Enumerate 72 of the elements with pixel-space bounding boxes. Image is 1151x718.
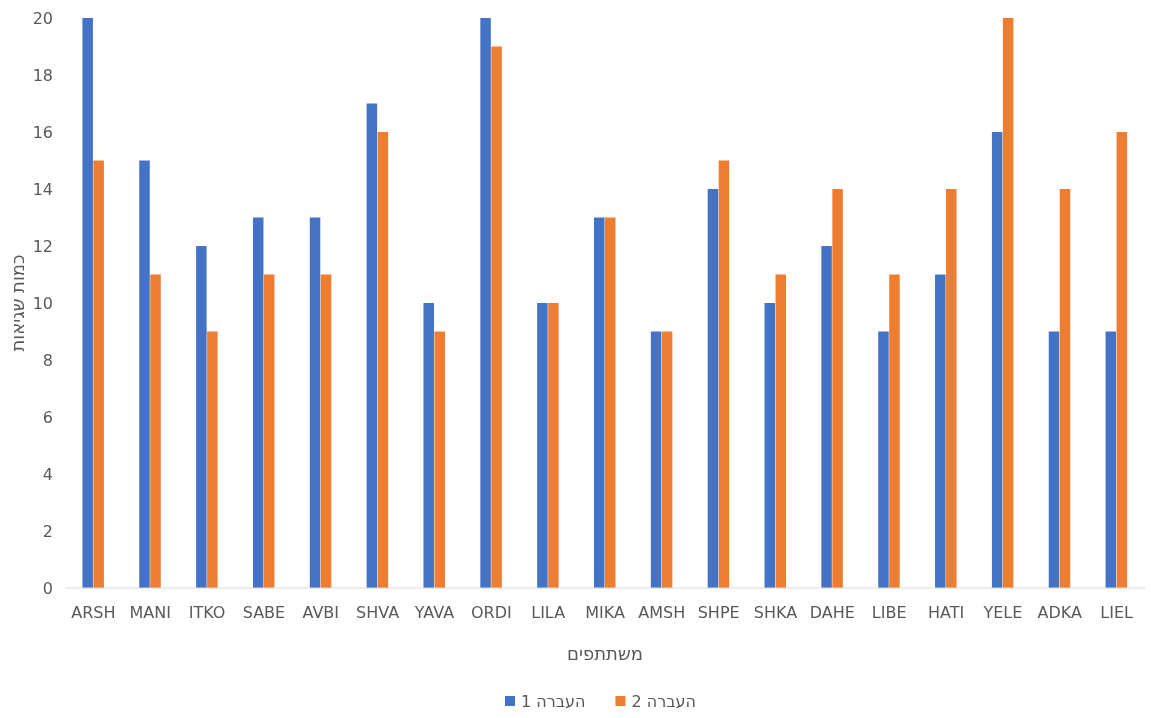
bar (491, 46, 502, 588)
bar (707, 189, 719, 588)
bar (309, 217, 321, 588)
bar (594, 217, 605, 588)
bar (1002, 18, 1014, 588)
bar (889, 274, 900, 588)
bar (537, 303, 548, 588)
bar (832, 189, 843, 588)
bar (423, 303, 434, 588)
x-tick-label: MANI (129, 603, 171, 622)
y-tick-label: 4 (42, 465, 53, 484)
bar (366, 103, 378, 588)
x-tick-label: YAVA (413, 603, 455, 622)
x-tick-label: AVBI (302, 603, 340, 622)
y-tick-label: 0 (42, 579, 53, 598)
legend-label: העברה 2 (631, 692, 696, 711)
x-tick-label: SHVA (356, 603, 400, 622)
legend-label: העברה 1 (521, 692, 586, 711)
x-tick-label: ITKO (188, 603, 226, 622)
x-tick-label: LIEL (1100, 603, 1133, 622)
y-tick-label: 6 (42, 408, 53, 427)
bar (775, 274, 787, 588)
y-tick-label: 14 (32, 180, 53, 199)
bar (93, 160, 104, 588)
bar (377, 132, 389, 588)
x-tick-label: AMSH (638, 603, 686, 622)
x-tick-label: SHPE (697, 603, 740, 622)
x-tick-label: SHKA (753, 603, 798, 622)
x-tick-label: MIKA (585, 603, 625, 622)
bar (991, 132, 1003, 588)
y-tick-label: 8 (42, 351, 53, 370)
bar (821, 246, 832, 588)
x-tick-label: SABE (242, 603, 286, 622)
y-tick-label: 12 (32, 237, 53, 256)
y-tick-label: 18 (32, 66, 53, 85)
bar (480, 18, 491, 588)
bar (878, 331, 889, 588)
bar (548, 303, 559, 588)
bar (263, 274, 275, 588)
bar (1048, 331, 1060, 588)
bar (82, 18, 93, 588)
y-tick-label: 10 (32, 294, 53, 313)
x-tick-label: HATI (927, 603, 965, 622)
bar (1116, 132, 1128, 588)
bar (252, 217, 264, 588)
bar (605, 217, 616, 588)
x-tick-label: ARSH (71, 603, 116, 622)
bar (764, 303, 776, 588)
y-axis-title: כמות שגיאות (7, 254, 28, 352)
x-tick-label: YELE (982, 603, 1023, 622)
x-tick-label: LILA (531, 603, 566, 622)
y-tick-label: 16 (32, 123, 53, 142)
bar (196, 246, 207, 588)
bar (139, 160, 150, 588)
x-axis-title: משתתפים (567, 643, 643, 664)
bar (434, 331, 445, 588)
x-tick-label: ADKA (1037, 603, 1082, 622)
bar (1059, 189, 1071, 588)
bar (718, 160, 730, 588)
bar (320, 274, 332, 588)
y-tick-label: 2 (42, 522, 53, 541)
bar (661, 331, 673, 588)
bar (207, 331, 218, 588)
bar (150, 274, 161, 588)
bar (946, 189, 957, 588)
x-tick-label: DAHE (809, 603, 855, 622)
bar (1105, 331, 1117, 588)
x-tick-label: ORDI (470, 603, 512, 622)
x-tick-label: LIBE (871, 603, 907, 622)
y-tick-label: 20 (32, 9, 53, 28)
bar (650, 331, 662, 588)
bar (935, 274, 946, 588)
